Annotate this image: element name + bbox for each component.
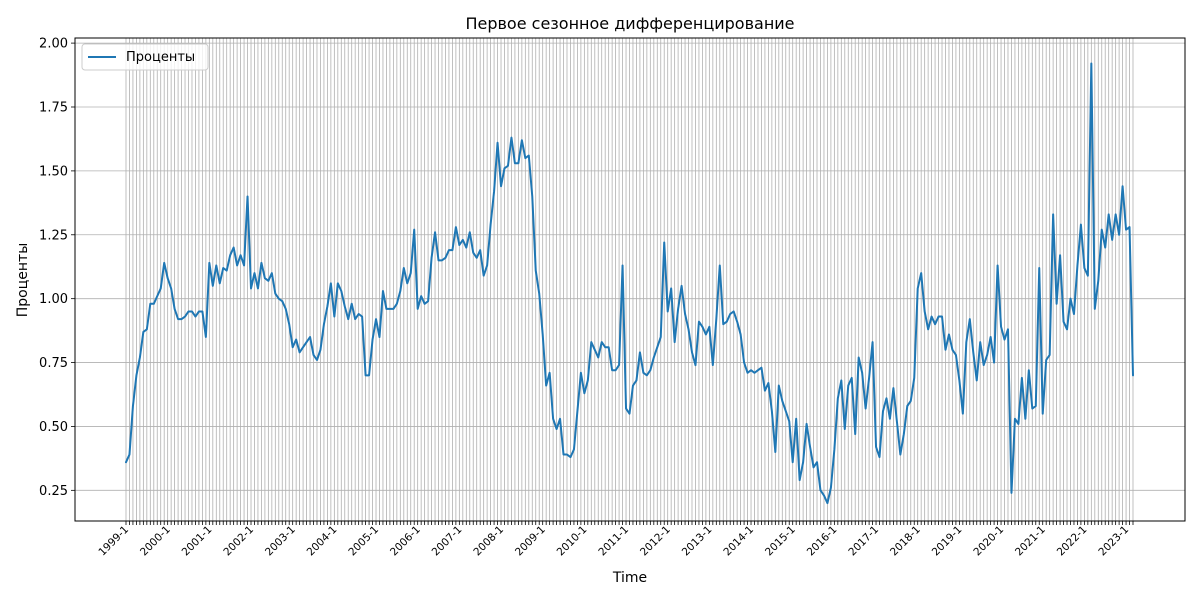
- y-gridlines: [75, 42, 1185, 491]
- y-tick-label: 1.00: [39, 292, 68, 307]
- y-tick-label: 1.75: [39, 101, 68, 116]
- y-tick-label: 2.00: [39, 37, 68, 52]
- x-gridlines: [125, 38, 1134, 521]
- y-axis-ticks: 0.25 0.50 0.75 1.00 1.25 1.50 1.75 2.00: [39, 37, 75, 499]
- series-layer: [125, 62, 1134, 505]
- legend-box: [81, 43, 209, 71]
- x-axis-label: Time: [612, 570, 647, 586]
- y-tick-label: 0.50: [39, 420, 68, 435]
- y-tick-label: 1.25: [39, 228, 68, 243]
- y-axis-label: Проценты: [15, 243, 31, 317]
- y-tick-label: 1.50: [39, 164, 68, 179]
- y-tick-label: 0.25: [39, 484, 68, 499]
- series-line-proteenty: [125, 62, 1134, 505]
- plot-frame: [74, 37, 1186, 522]
- chart-title: Первое сезонное дифференцирование: [465, 14, 794, 33]
- legend-entry: Проценты: [126, 50, 195, 65]
- legend: Проценты: [81, 43, 209, 71]
- y-tick-label: 0.75: [39, 356, 68, 371]
